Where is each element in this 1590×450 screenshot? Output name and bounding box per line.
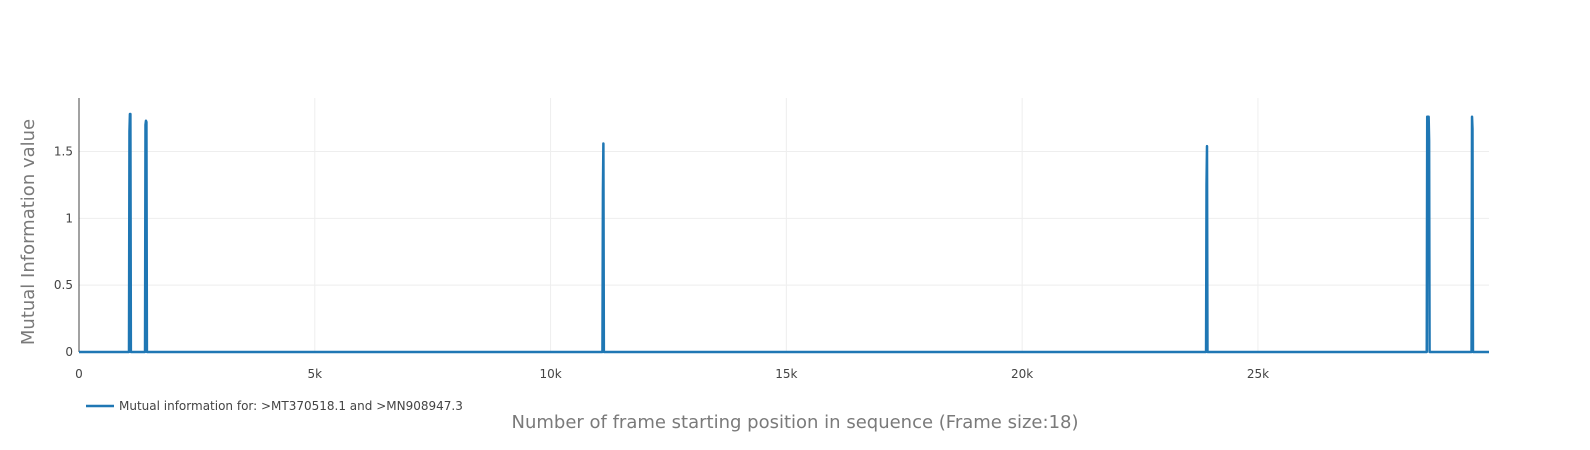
x-tick-label: 20k [1011,367,1033,381]
y-axis-title: Mutual Information value [18,119,39,345]
y-tick-label: 0.5 [54,278,73,292]
y-tick-labels: 0 0.5 1 1.5 [54,144,73,359]
x-tick-label: 15k [775,367,797,381]
x-axis-title: Number of frame starting position in seq… [511,412,1078,433]
x-tick-label: 5k [307,367,322,381]
grid-lines [79,98,1489,352]
x-tick-label: 25k [1247,367,1269,381]
legend[interactable]: Mutual information for: >MT370518.1 and … [86,399,463,413]
y-tick-label: 0 [65,345,73,359]
x-tick-label: 10k [539,367,561,381]
y-tick-label: 1 [65,211,73,225]
legend-label: Mutual information for: >MT370518.1 and … [119,399,463,413]
x-tick-label: 0 [75,367,83,381]
series-lines [79,112,1489,354]
series-line [79,112,1489,354]
x-tick-labels: 0 5k 10k 15k 20k 25k [75,367,1269,381]
y-tick-label: 1.5 [54,144,73,158]
